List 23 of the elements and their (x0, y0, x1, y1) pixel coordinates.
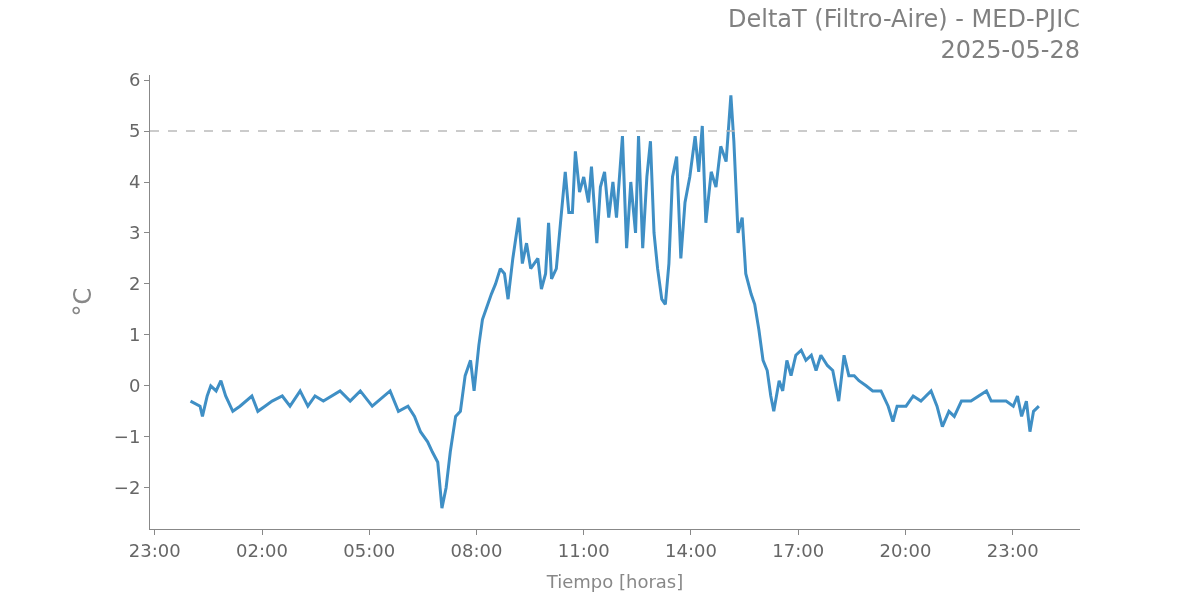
y-tick-label: 0 (128, 375, 141, 397)
y-tick-label: 4 (128, 171, 141, 193)
x-tick-label: 14:00 (665, 539, 717, 561)
x-tick-label: 11:00 (557, 539, 610, 561)
y-tick-label: 3 (128, 222, 141, 244)
y-tick-label: 5 (128, 120, 141, 142)
chart-title: DeltaT (Filtro-Aire) - MED-PJIC (728, 5, 1080, 33)
x-tick-label: 02:00 (236, 539, 288, 561)
y-axis-title: °C (68, 287, 97, 317)
x-tick-label: 20:00 (879, 539, 932, 561)
y-tick-label: −2 (113, 477, 141, 499)
y-tick-label: 2 (128, 273, 141, 295)
x-tick-label: 23:00 (986, 539, 1039, 561)
chart-subtitle: 2025-05-28 (940, 36, 1080, 65)
x-tick-label: 17:00 (772, 539, 825, 561)
line-series (189, 93, 1041, 510)
x-axis-title: Tiempo [horas] (545, 570, 684, 592)
x-tick-label: 23:00 (128, 539, 181, 561)
x-tick-label: 08:00 (450, 539, 503, 561)
y-tick-label: 6 (128, 69, 141, 91)
y-tick-label: −1 (113, 426, 141, 448)
y-tick-label: 1 (128, 324, 141, 346)
x-tick-label: 05:00 (343, 539, 396, 561)
